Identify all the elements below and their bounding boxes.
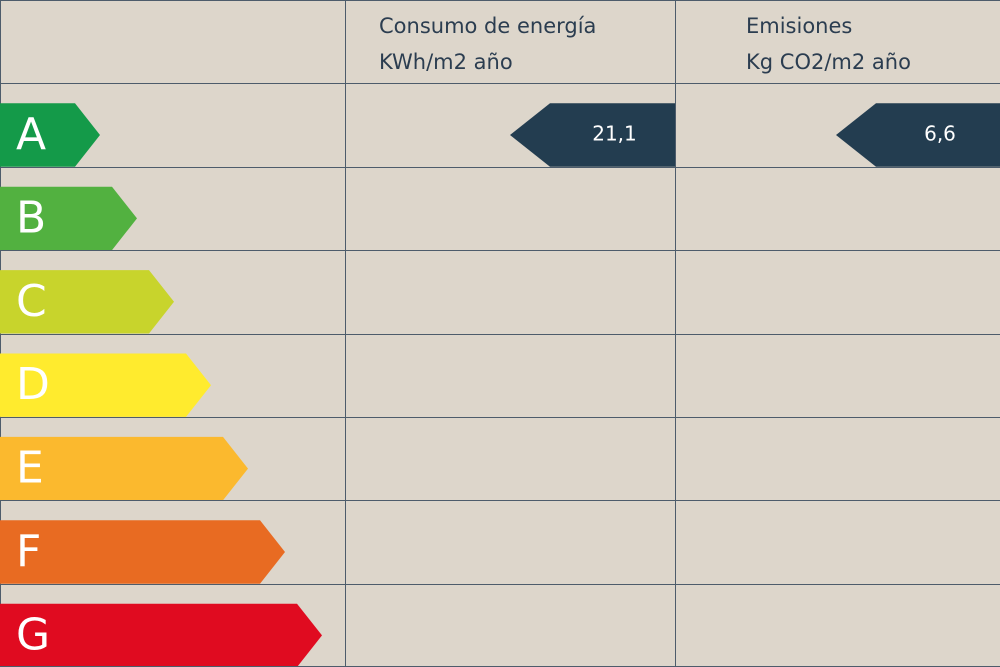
rating-letter: G (16, 609, 50, 660)
rating-letter: E (16, 443, 44, 494)
rating-letter: B (16, 192, 46, 243)
rating-letter: D (16, 359, 50, 410)
rating-letter: F (16, 526, 41, 577)
header-unit: KWh/m2 año (379, 50, 513, 74)
value-arrow (510, 103, 675, 167)
rating-arrow (0, 603, 322, 667)
value-text: 21,1 (592, 122, 637, 146)
rating-letter: C (16, 276, 47, 327)
value-arrow (836, 103, 1000, 167)
value-text: 6,6 (924, 122, 956, 146)
header-title: Consumo de energía (379, 14, 596, 38)
rating-arrow (0, 520, 285, 584)
rating-arrow (0, 353, 211, 417)
header-unit: Kg CO2/m2 año (746, 50, 911, 74)
rating-arrow (0, 186, 137, 251)
rating-arrow (0, 270, 174, 334)
rating-arrow (0, 436, 248, 501)
header-title: Emisiones (746, 14, 852, 38)
rating-letter: A (16, 109, 46, 160)
rating-arrow (0, 103, 100, 167)
